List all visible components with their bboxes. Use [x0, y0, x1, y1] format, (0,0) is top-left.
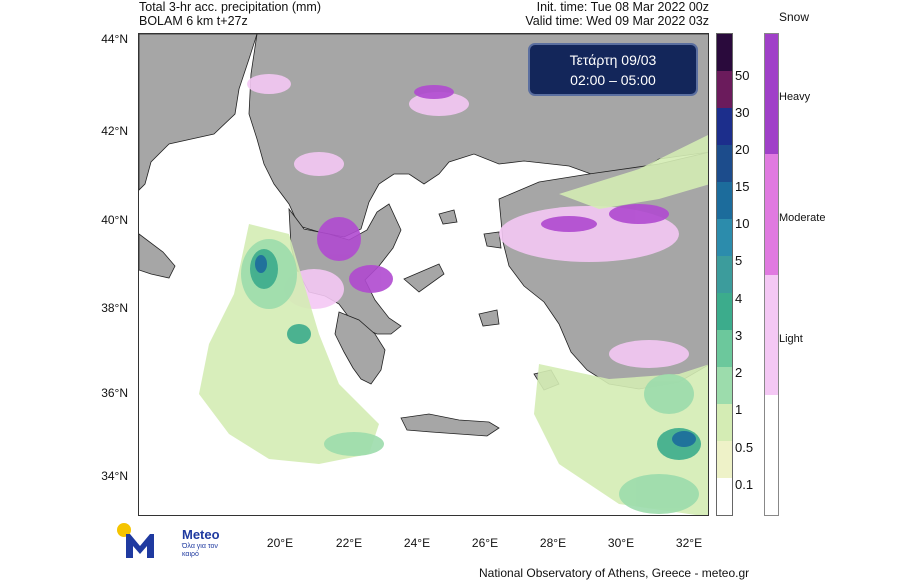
rain-label-3: 3 [735, 328, 743, 343]
crete [400, 413, 500, 437]
rain-seg-3 [717, 293, 732, 330]
lat-label-34: 34°N [101, 469, 128, 483]
valid-time: Valid time: Wed 09 Mar 2022 03z [525, 14, 709, 28]
rain-seg-10 [717, 182, 732, 219]
calabria-land [139, 233, 176, 279]
island-thasos [438, 209, 458, 225]
rain-seg-05 [717, 404, 732, 441]
rain-label-15: 15 [735, 179, 750, 194]
lat-label-44: 44°N [101, 32, 128, 46]
rain-label-01: 0.1 [735, 477, 754, 492]
snow-seg-moderate [765, 154, 778, 275]
rain-seg-01 [717, 441, 732, 478]
rain-label-30: 30 [735, 105, 750, 120]
snow-label-light: Light [779, 333, 803, 345]
rain-label-05: 0.5 [735, 440, 754, 455]
rain-label-5: 5 [735, 253, 743, 268]
snow-seg-light [765, 275, 778, 395]
snow-seg-none [765, 395, 778, 515]
init-time: Init. time: Tue 08 Mar 2022 00z [536, 0, 709, 14]
model-label: BOLAM 6 km t+27z [139, 14, 248, 28]
forecast-day: Τετάρτη 09/03 [569, 52, 657, 68]
lon-label-26: 26°E [471, 536, 499, 550]
rain-label-2: 2 [735, 365, 743, 380]
rain-seg-2 [717, 330, 732, 367]
rain-label-4: 4 [735, 291, 743, 306]
snow-label-heavy: Heavy [779, 91, 811, 103]
rain-label-50: 50 [735, 68, 750, 83]
rain-label-20: 20 [735, 142, 750, 157]
rain-label-10: 10 [735, 216, 750, 231]
map-canvas [139, 34, 708, 515]
source-credit: National Observatory of Athens, Greece -… [479, 566, 750, 580]
snow-scale-title: Snow [779, 10, 810, 24]
lat-label-42: 42°N [101, 124, 128, 138]
precipitation-map [138, 33, 709, 516]
lon-label-22: 22°E [335, 536, 363, 550]
lat-label-38: 38°N [101, 301, 128, 315]
italy-land [139, 34, 258, 191]
rain-seg-50 [717, 34, 732, 71]
chart-title: Total 3-hr acc. precipitation (mm) [139, 0, 322, 14]
island-evia [403, 263, 445, 293]
island-chios [478, 309, 500, 327]
lat-label-40: 40°N [101, 213, 128, 227]
rain-seg-15 [717, 145, 732, 182]
rain-seg-5 [717, 219, 732, 256]
lon-label-32: 32°E [675, 536, 703, 550]
rain-seg-30 [717, 71, 732, 108]
snow-colorbar [764, 33, 779, 516]
lon-label-28: 28°E [539, 536, 567, 550]
forecast-interval: 02:00 – 05:00 [570, 72, 656, 88]
rain-seg-0 [717, 478, 732, 515]
rain-seg-20 [717, 108, 732, 145]
rain-seg-1 [717, 367, 732, 404]
rain-seg-4 [717, 256, 732, 293]
lon-label-20: 20°E [266, 536, 294, 550]
forecast-time-box: Τετάρτη 09/03 02:00 – 05:00 [528, 43, 698, 96]
meteo-logo-icon [117, 523, 154, 558]
logo-name: Meteo [182, 527, 220, 542]
rain-label-1: 1 [735, 402, 743, 417]
island-lesvos [483, 231, 502, 249]
lon-label-30: 30°E [607, 536, 635, 550]
lon-label-24: 24°E [403, 536, 431, 550]
snow-seg-heavy [765, 34, 778, 154]
lat-label-36: 36°N [101, 386, 128, 400]
snow-label-moderate: Moderate [779, 212, 826, 224]
rain-colorbar [716, 33, 733, 516]
logo-tagline: Όλα για τον καιρό [182, 543, 218, 558]
peloponnese [334, 311, 386, 385]
